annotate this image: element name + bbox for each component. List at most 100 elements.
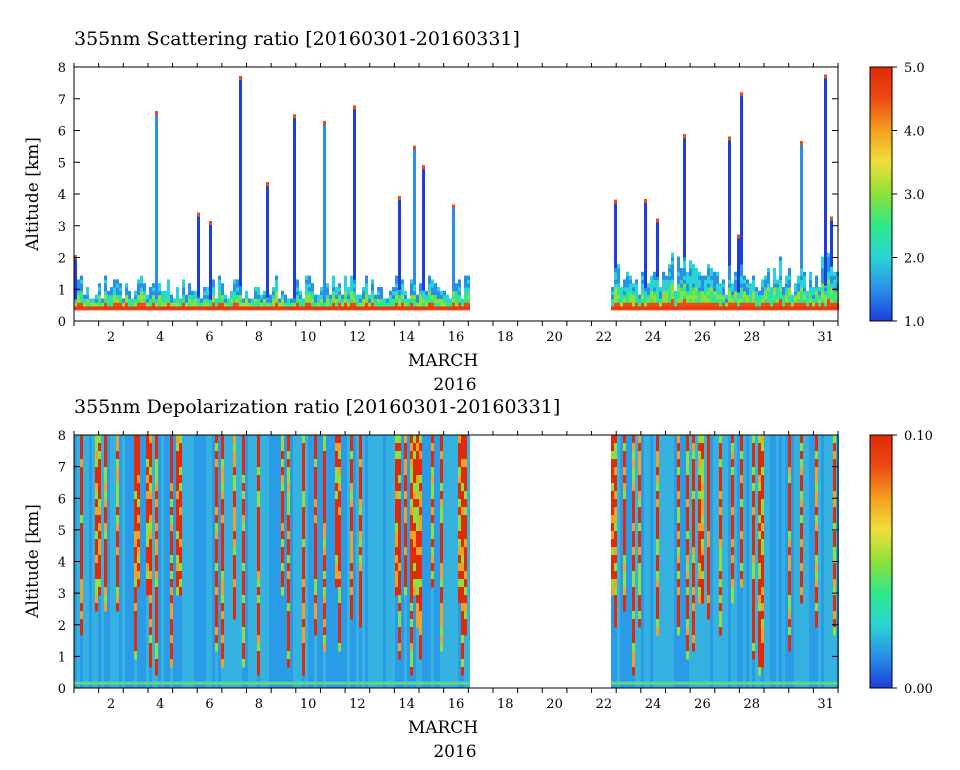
- heatmap-cell: [398, 603, 401, 612]
- heatmap-cell: [104, 555, 107, 564]
- heatmap-cell: [710, 290, 713, 296]
- heatmap-cell: [254, 287, 257, 292]
- heatmap-cell: [812, 290, 815, 296]
- heatmap-cell: [338, 499, 341, 508]
- heatmap-cell: [176, 547, 179, 556]
- heatmap-cell: [734, 302, 737, 307]
- heatmap-cell: [281, 547, 284, 556]
- heatmap-cell: [134, 294, 137, 299]
- heatmap-cell: [98, 515, 101, 524]
- heatmap-cell: [440, 491, 443, 500]
- heatmap-cell: [365, 294, 368, 299]
- heatmap-cell: [686, 595, 689, 604]
- heatmap-cell: [257, 290, 260, 296]
- heatmap-cell: [431, 483, 434, 492]
- heatmap-cell: [176, 435, 179, 444]
- heatmap-cell: [614, 563, 617, 572]
- heatmap-cell: [104, 302, 107, 307]
- heatmap-cell: [440, 587, 443, 596]
- heatmap-cell: [632, 635, 635, 644]
- heatmap-cell: [104, 483, 107, 492]
- heatmap-cell: [95, 499, 98, 508]
- heatmap-cell: [614, 483, 617, 492]
- heatmap-cell: [287, 523, 290, 532]
- heatmap-cell: [698, 483, 701, 492]
- heatmap-cell: [452, 275, 455, 280]
- heatmap-cell: [461, 443, 464, 452]
- heatmap-cell: [155, 659, 158, 668]
- heatmap-cell: [461, 579, 464, 588]
- heatmap-cell: [623, 563, 626, 572]
- heatmap-cell: [317, 435, 320, 688]
- heatmap-cell: [701, 475, 704, 484]
- heatmap-cell: [698, 298, 701, 303]
- heatmap-cell: [647, 287, 650, 292]
- heatmap-cell: [428, 283, 431, 288]
- heatmap-cell: [788, 283, 791, 288]
- heatmap-cell: [188, 681, 191, 685]
- heatmap-cell: [221, 298, 224, 303]
- heatmap-cell: [668, 681, 671, 685]
- heatmap-cell: [698, 579, 701, 588]
- heatmap-cell: [617, 279, 620, 284]
- heatmap-cell: [350, 595, 353, 604]
- heatmap-cell: [296, 298, 299, 303]
- heatmap-cell: [176, 443, 179, 452]
- heatmap-cell: [458, 499, 461, 508]
- heatmap-cell: [281, 491, 284, 500]
- heatmap-cell: [116, 283, 119, 288]
- heatmap-cell: [719, 491, 722, 500]
- heatmap-cell: [431, 547, 434, 556]
- heatmap-cell: [320, 302, 323, 307]
- heatmap-cell: [389, 435, 392, 688]
- heatmap-cell: [140, 302, 143, 307]
- heatmap-cell: [821, 283, 824, 288]
- heatmap-cell: [464, 451, 467, 460]
- heatmap-cell: [656, 619, 659, 628]
- heatmap-cell: [647, 294, 650, 299]
- heatmap-cell: [431, 515, 434, 524]
- heatmap-cell: [437, 287, 440, 292]
- heatmap-cell: [464, 294, 467, 299]
- heatmap-cell: [260, 298, 263, 303]
- heatmap-cell: [191, 681, 194, 685]
- heatmap-cell: [440, 681, 443, 685]
- heatmap-cell: [233, 467, 236, 476]
- heatmap-cell: [632, 539, 635, 548]
- heatmap-cell: [200, 298, 203, 303]
- heatmap-cell: [452, 306, 455, 309]
- heatmap-cell: [701, 579, 704, 588]
- heatmap-cell: [185, 294, 188, 299]
- heatmap-cell: [623, 515, 626, 524]
- heatmap-cell: [443, 302, 446, 307]
- heatmap-cell: [179, 555, 182, 564]
- heatmap-cell: [203, 287, 206, 292]
- heatmap-cell: [188, 287, 191, 292]
- heatmap-cell: [788, 287, 791, 292]
- heatmap-cell: [680, 435, 683, 688]
- heatmap-cell: [656, 587, 659, 596]
- heatmap-cell: [446, 435, 449, 688]
- heatmap-cell: [371, 290, 374, 296]
- heatmap-cell: [323, 563, 326, 572]
- heatmap-cell: [176, 507, 179, 516]
- heatmap-cell: [338, 491, 341, 500]
- heatmap-cell: [176, 298, 179, 303]
- heatmap-cell: [302, 619, 305, 628]
- heatmap-cell: [92, 298, 95, 303]
- heatmap-cell: [326, 302, 329, 307]
- heatmap-cell: [386, 681, 389, 685]
- heatmap-cell: [689, 283, 692, 288]
- heatmap-cell: [740, 92, 743, 97]
- heatmap-cell: [440, 499, 443, 508]
- heatmap-cell: [752, 451, 755, 460]
- heatmap-cell: [632, 294, 635, 299]
- heatmap-cell: [689, 298, 692, 303]
- heatmap-cell: [314, 603, 317, 612]
- heatmap-cell: [182, 302, 185, 307]
- heatmap-cell: [788, 587, 791, 596]
- heatmap-cell: [614, 595, 617, 604]
- heatmap-cell: [218, 294, 221, 299]
- x-tick-label: 28: [743, 697, 760, 712]
- heatmap-cell: [308, 275, 311, 280]
